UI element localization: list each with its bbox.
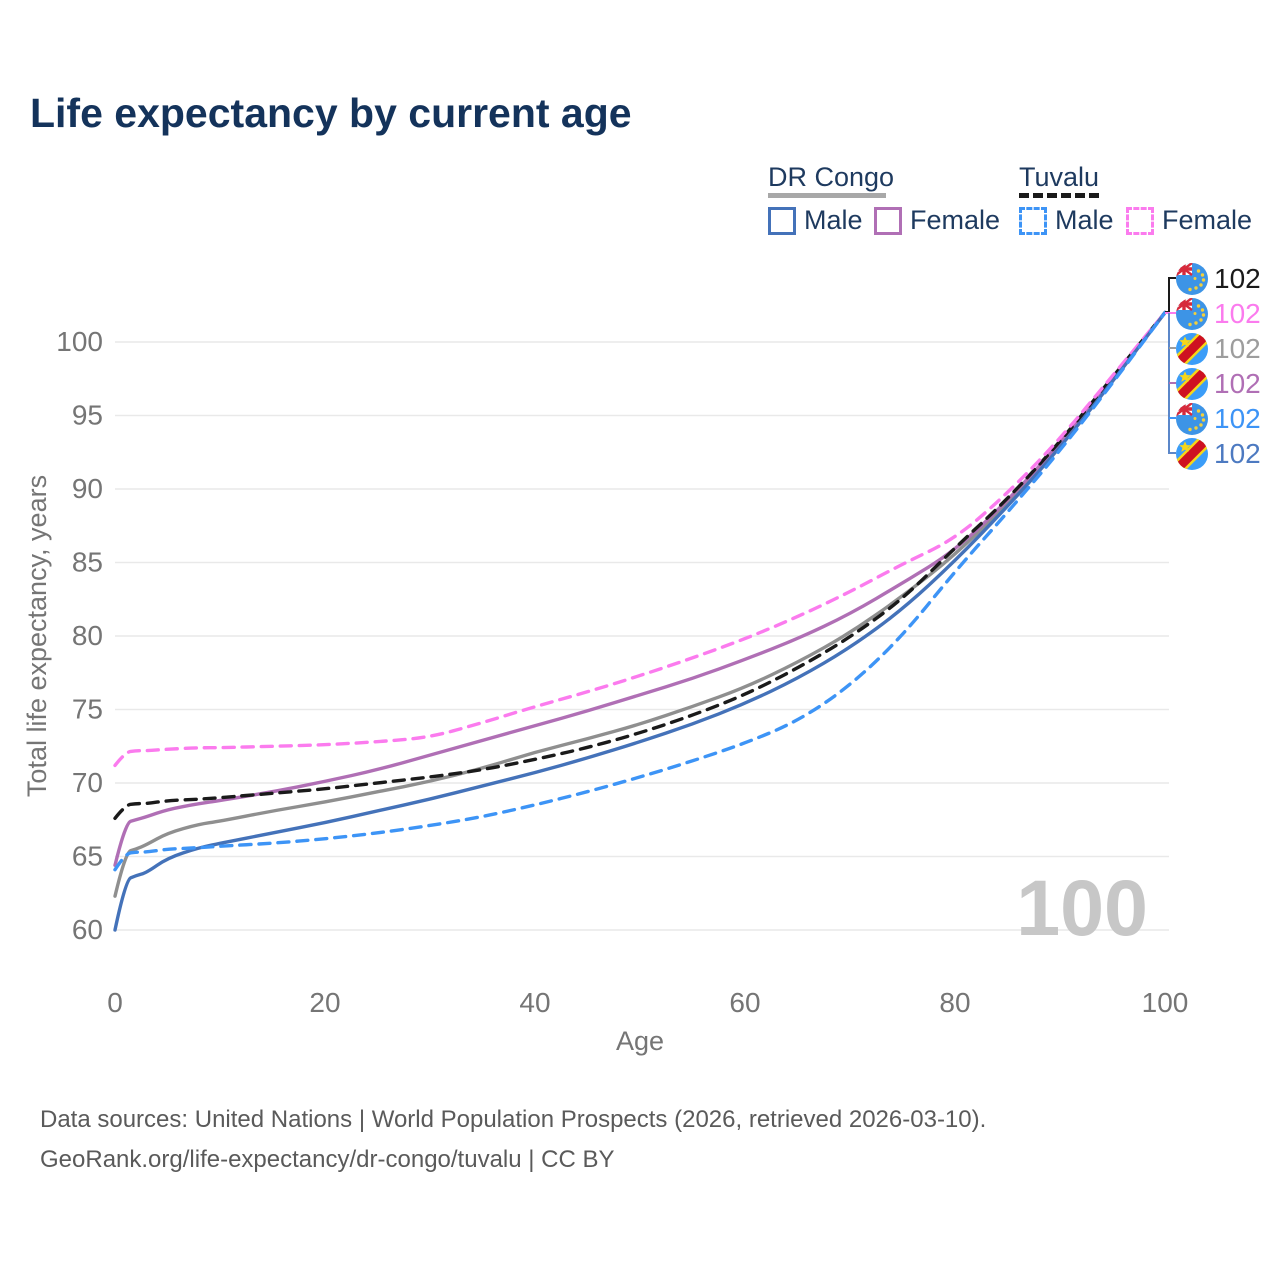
- y-axis-tick-labels: 60 65 70 75 80 85 90 95 100: [56, 326, 103, 945]
- x-tick-80: 80: [939, 987, 970, 1018]
- legend-item-tuvalu-male[interactable]: Male: [1019, 205, 1114, 236]
- series-line-dr-congo-male: [113, 310, 1167, 932]
- series-line-tuvalu-both-sexes: [113, 310, 1167, 820]
- page-title: Life expectancy by current age: [30, 90, 632, 136]
- end-label-leader-lines: [1165, 277, 1176, 454]
- x-axis-tick-labels: 0 20 40 60 80 100: [107, 987, 1188, 1018]
- y-tick-90: 90: [72, 473, 103, 504]
- data-sources-line: Data sources: United Nations | World Pop…: [40, 1106, 987, 1133]
- series-line-tuvalu-male: [113, 310, 1167, 872]
- x-tick-0: 0: [107, 987, 123, 1018]
- legend-item-drc-female[interactable]: Female: [874, 205, 1000, 236]
- end-value: 102: [1214, 263, 1261, 294]
- x-tick-100: 100: [1142, 987, 1189, 1018]
- y-tick-60: 60: [72, 914, 103, 945]
- end-label-tuvalu-female: 102: [1176, 297, 1261, 330]
- end-label-drc-male: 102: [1176, 437, 1261, 470]
- legend-label: Female: [910, 205, 1001, 235]
- end-label-tuvalu-male: 102: [1176, 402, 1261, 435]
- drc-female-swatch-icon: [874, 206, 902, 235]
- end-label-drc-both: 102: [1176, 332, 1261, 365]
- y-tick-100: 100: [56, 326, 103, 357]
- y-tick-70: 70: [72, 767, 103, 798]
- attribution-line[interactable]: GeoRank.org/life-expectancy/dr-congo/tuv…: [40, 1146, 615, 1173]
- drc-flag-icon: [1176, 333, 1208, 365]
- legend-country-tuvalu: Tuvalu: [1019, 162, 1100, 192]
- end-label-drc-female: 102: [1176, 367, 1261, 400]
- age-frame-watermark: 100: [1016, 863, 1148, 952]
- legend-item-tuvalu-female[interactable]: Female: [1126, 205, 1252, 236]
- legend-label: Male: [804, 205, 863, 235]
- end-value: 102: [1214, 438, 1261, 469]
- x-tick-60: 60: [729, 987, 760, 1018]
- legend-label: Female: [1162, 205, 1253, 235]
- drc-male-swatch-icon: [768, 206, 796, 235]
- x-axis-title: Age: [616, 1026, 664, 1056]
- y-tick-65: 65: [72, 841, 103, 872]
- series-lines: [113, 310, 1167, 932]
- x-tick-40: 40: [519, 987, 550, 1018]
- legend-underline-tuvalu: [1019, 193, 1099, 198]
- y-tick-95: 95: [72, 400, 103, 431]
- gridlines: [115, 341, 1169, 931]
- tuvalu-male-swatch-icon: [1019, 206, 1047, 235]
- y-tick-85: 85: [72, 547, 103, 578]
- tuvalu-female-swatch-icon: [1126, 206, 1154, 235]
- x-tick-20: 20: [309, 987, 340, 1018]
- end-value: 102: [1214, 368, 1261, 399]
- tuvalu-flag-icon: [1176, 298, 1208, 330]
- drc-flag-icon: [1176, 368, 1208, 400]
- end-value: 102: [1214, 333, 1261, 364]
- tuvalu-flag-icon: [1176, 263, 1208, 295]
- drc-flag-icon: [1176, 438, 1208, 470]
- legend-item-drc-male[interactable]: Male: [768, 205, 863, 236]
- series-line-dr-congo-both-sexes: [113, 310, 1167, 898]
- legend-underline-dr-congo: [768, 193, 886, 198]
- y-tick-80: 80: [72, 620, 103, 651]
- series-line-tuvalu-female: [113, 310, 1167, 768]
- y-tick-75: 75: [72, 694, 103, 725]
- end-value: 102: [1214, 298, 1261, 329]
- end-label-tuvalu-both: 102: [1176, 262, 1261, 295]
- tuvalu-flag-icon: [1176, 403, 1208, 435]
- end-value: 102: [1214, 403, 1261, 434]
- y-axis-title: Total life expectancy, years: [22, 475, 52, 797]
- legend-country-dr-congo: DR Congo: [768, 162, 895, 192]
- legend-label: Male: [1055, 205, 1114, 235]
